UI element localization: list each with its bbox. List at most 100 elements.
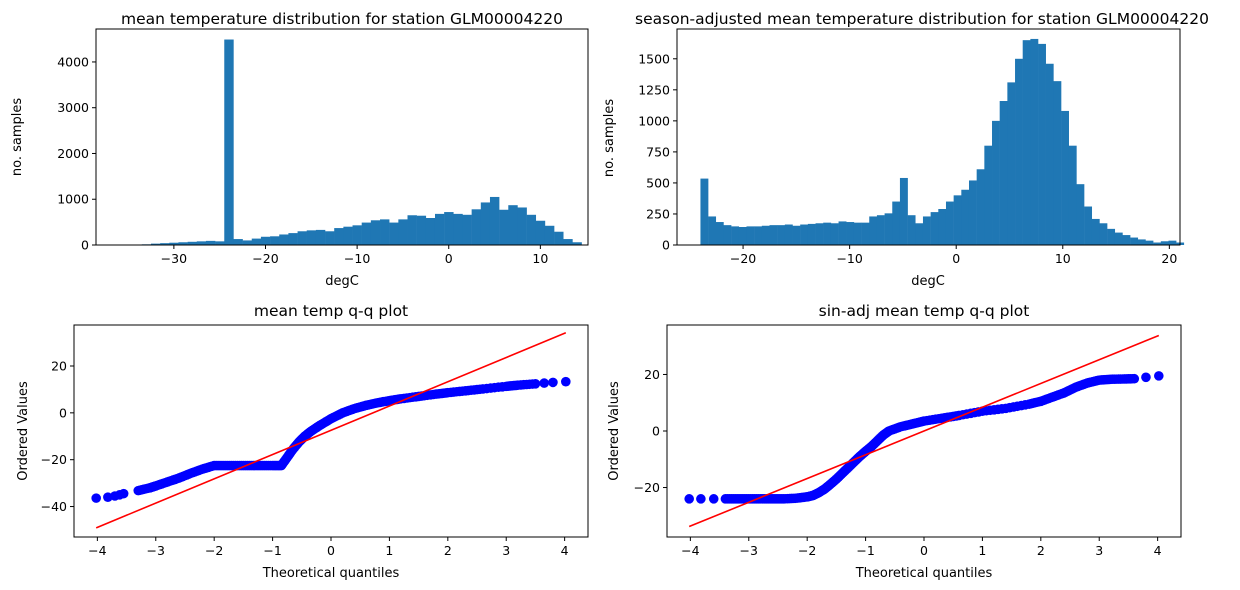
histogram-bar <box>380 219 390 245</box>
x-tick-label: 0 <box>920 543 928 558</box>
histogram-bar <box>1030 38 1039 246</box>
qq-point <box>548 377 558 388</box>
y-tick-label: −20 <box>634 480 660 495</box>
histogram-bar <box>150 243 161 245</box>
x-tick-label: 10 <box>532 251 548 266</box>
histogram-bar <box>738 227 747 245</box>
chart-title: season-adjusted mean temperature distrib… <box>635 10 1209 28</box>
histogram-bar <box>398 219 408 245</box>
histogram-bar <box>160 243 170 245</box>
histogram-bar <box>984 145 993 245</box>
x-tick-label: 3 <box>1095 543 1103 558</box>
histogram-bar <box>508 205 518 245</box>
histogram-bar <box>1091 218 1100 245</box>
histogram-bar <box>215 241 225 245</box>
histogram-bar <box>1137 239 1146 245</box>
histogram-bar <box>746 226 755 245</box>
histogram-bar <box>861 222 870 245</box>
histogram-bar <box>892 201 901 245</box>
histogram-bar <box>489 196 500 245</box>
histogram-bar <box>1084 206 1093 245</box>
histogram-bar <box>544 225 555 245</box>
qq-point <box>1141 372 1151 383</box>
histogram-bar <box>389 222 399 245</box>
histogram-bar <box>1145 240 1154 245</box>
x-axis-ticks: −30 −20 −10 0 10 <box>161 245 548 266</box>
histogram-bar <box>352 225 362 245</box>
x-tick-label: 1 <box>385 543 393 558</box>
chart-title: sin-adj mean temp q-q plot <box>819 302 1030 320</box>
y-tick-label: 1500 <box>638 51 670 66</box>
histogram-bar <box>233 239 243 245</box>
qq-point <box>696 494 706 504</box>
axes-frame <box>95 28 589 246</box>
y-tick-label: 0 <box>81 238 89 253</box>
histogram-bar <box>1099 223 1108 245</box>
qq-point <box>708 494 719 504</box>
qq-point <box>1129 373 1140 384</box>
histogram-bar <box>823 222 832 245</box>
histogram-bar <box>961 189 970 245</box>
histogram-bar <box>1130 237 1139 245</box>
histogram-bar <box>853 222 862 245</box>
histogram-bar <box>297 231 307 245</box>
histogram-bar <box>1122 235 1131 245</box>
panel-sin-adj-qq-plot: sin-adj mean temp q-q plot −4 −3 −2 −1 0 1 2 3 4… <box>607 302 1182 581</box>
x-axis-label: degC <box>911 274 945 289</box>
qq-point <box>561 376 571 387</box>
histogram-bar <box>1160 241 1169 245</box>
histogram-bar <box>792 225 801 245</box>
x-tick-label: 20 <box>1161 251 1177 266</box>
plot-area <box>91 331 571 529</box>
y-tick-label: 1000 <box>57 192 89 207</box>
histogram-bar <box>572 242 582 245</box>
histogram-bar <box>715 222 724 245</box>
y-axis-ticks: −20 0 20 <box>634 367 667 495</box>
histogram-bar <box>830 223 839 245</box>
histogram-bar <box>1053 81 1062 245</box>
histogram-bar <box>205 240 216 245</box>
histogram-bar <box>462 214 472 245</box>
x-tick-label: −4 <box>88 543 106 558</box>
x-axis-label: degC <box>325 274 359 289</box>
histogram-bar <box>480 202 491 245</box>
x-axis-label: Theoretical quantiles <box>855 566 993 581</box>
histogram-bar <box>992 120 1000 245</box>
x-tick-label: −2 <box>798 543 816 558</box>
histogram-bar <box>224 39 234 246</box>
histogram-bar <box>769 225 778 245</box>
histogram-bar <box>784 224 793 245</box>
x-axis-ticks: −20 −10 0 10 20 <box>730 245 1177 266</box>
histogram-bar <box>1007 82 1016 246</box>
x-tick-label: 2 <box>444 543 452 558</box>
qq-point <box>1154 371 1164 381</box>
histogram-bar <box>361 222 372 245</box>
histogram-bar <box>499 209 509 245</box>
y-tick-label: 20 <box>644 367 660 382</box>
qq-point <box>91 493 101 503</box>
histogram-bar <box>526 214 537 245</box>
plot-area <box>684 334 1164 528</box>
y-axis-ticks: −40 −20 0 20 <box>41 358 74 514</box>
histogram-bar <box>279 234 289 245</box>
panel-season-adjusted-histogram: season-adjusted mean temperature distrib… <box>602 10 1209 289</box>
histogram-bar <box>761 225 770 245</box>
histogram-bar <box>178 242 188 245</box>
y-tick-label: 0 <box>652 424 660 439</box>
histogram-bar <box>807 223 816 245</box>
histogram-bar <box>907 215 916 245</box>
chart-title: mean temp q-q plot <box>254 302 408 320</box>
histogram-bar <box>754 226 763 245</box>
histogram-bar <box>315 229 326 245</box>
y-axis-ticks: 0 250 500 750 1000 1250 1500 <box>638 51 677 253</box>
x-axis-ticks: −4 −3 −2 −1 0 1 2 3 4 <box>88 537 569 558</box>
histogram-bar <box>968 180 977 245</box>
histogram-bar <box>187 241 198 245</box>
y-axis-label: no. samples <box>602 99 617 177</box>
y-tick-label: 3000 <box>57 100 89 115</box>
histogram-bar <box>434 213 445 245</box>
histogram-bar <box>242 240 253 245</box>
histogram-bar <box>1045 63 1054 245</box>
histogram-bar <box>1107 228 1116 245</box>
